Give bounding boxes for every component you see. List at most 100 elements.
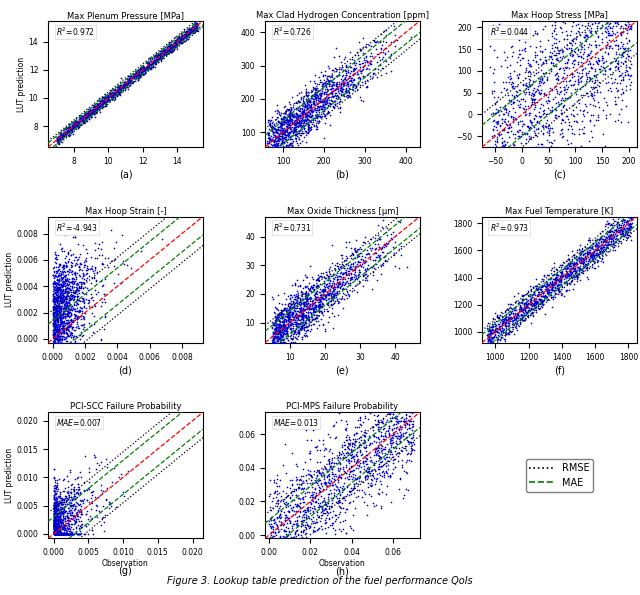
Point xyxy=(565,267,575,276)
Point xyxy=(346,262,356,271)
Point xyxy=(99,98,109,107)
Point xyxy=(500,321,510,330)
Point xyxy=(382,415,392,424)
Point xyxy=(367,470,377,480)
Point xyxy=(79,117,90,126)
Point xyxy=(524,89,534,99)
Point xyxy=(271,139,282,149)
Point xyxy=(290,280,300,289)
Point xyxy=(49,327,60,337)
Point xyxy=(56,318,67,328)
Point xyxy=(301,90,311,99)
Point xyxy=(504,320,514,330)
Point xyxy=(496,327,506,337)
Point xyxy=(325,521,335,530)
Point xyxy=(48,319,58,328)
Point xyxy=(509,67,520,76)
Point xyxy=(134,71,144,81)
Point xyxy=(327,80,337,90)
Point xyxy=(532,123,543,133)
Point xyxy=(566,264,576,274)
Point xyxy=(358,58,368,68)
Point xyxy=(381,68,391,77)
Point xyxy=(51,529,61,538)
Point xyxy=(396,250,406,260)
Point xyxy=(64,120,74,129)
Point xyxy=(341,76,351,85)
Point xyxy=(69,123,79,132)
Point xyxy=(279,117,289,127)
Point xyxy=(54,327,65,337)
Point xyxy=(79,111,90,120)
Point xyxy=(340,274,351,284)
Point xyxy=(268,147,278,156)
Point xyxy=(539,78,549,87)
Point xyxy=(319,111,330,120)
Point xyxy=(625,21,635,30)
Point xyxy=(301,298,311,308)
Point xyxy=(190,17,200,27)
Point xyxy=(62,290,72,299)
Point xyxy=(296,324,307,333)
Point xyxy=(157,49,167,59)
Point xyxy=(81,111,92,120)
Point xyxy=(61,302,71,312)
Point xyxy=(287,510,298,519)
Point xyxy=(300,521,310,530)
Point xyxy=(70,291,80,300)
Point xyxy=(68,119,78,129)
Point xyxy=(268,333,278,343)
Point xyxy=(284,527,294,537)
Point xyxy=(52,306,63,316)
Point xyxy=(306,112,316,121)
Point xyxy=(516,297,526,306)
Point xyxy=(486,325,497,334)
Point xyxy=(303,487,314,497)
Point xyxy=(335,83,345,92)
Point xyxy=(50,253,60,263)
Point xyxy=(303,298,313,308)
Point xyxy=(268,572,278,582)
Point xyxy=(305,281,316,291)
Point xyxy=(485,181,495,190)
Point xyxy=(82,283,92,293)
Point xyxy=(48,336,58,346)
Point xyxy=(70,331,81,340)
Point xyxy=(269,337,279,347)
Point xyxy=(341,284,351,294)
Point xyxy=(70,117,81,126)
Point xyxy=(575,247,586,256)
Point xyxy=(534,295,545,304)
Point xyxy=(275,134,285,144)
Point xyxy=(68,515,79,524)
Point xyxy=(279,315,289,325)
Point xyxy=(303,117,314,127)
Point xyxy=(188,27,198,36)
Point xyxy=(102,95,113,104)
Point xyxy=(282,327,292,337)
Point xyxy=(58,290,68,299)
Point xyxy=(592,239,602,248)
Point xyxy=(279,117,289,126)
Point xyxy=(86,108,97,117)
Point xyxy=(510,309,520,318)
Point xyxy=(516,310,527,320)
Point xyxy=(602,37,612,46)
Point xyxy=(84,208,94,218)
Point xyxy=(358,438,368,447)
Point xyxy=(62,511,72,520)
Point xyxy=(139,62,149,72)
Point xyxy=(308,496,318,506)
Point xyxy=(625,231,635,241)
Point xyxy=(564,266,574,275)
Point xyxy=(58,511,68,521)
Point xyxy=(574,268,584,278)
Point xyxy=(73,529,83,538)
Point xyxy=(294,310,304,320)
Point xyxy=(557,270,568,279)
Point xyxy=(623,52,633,61)
Point xyxy=(58,529,68,538)
Point xyxy=(53,529,63,538)
Point xyxy=(287,111,297,120)
Point xyxy=(522,302,532,311)
